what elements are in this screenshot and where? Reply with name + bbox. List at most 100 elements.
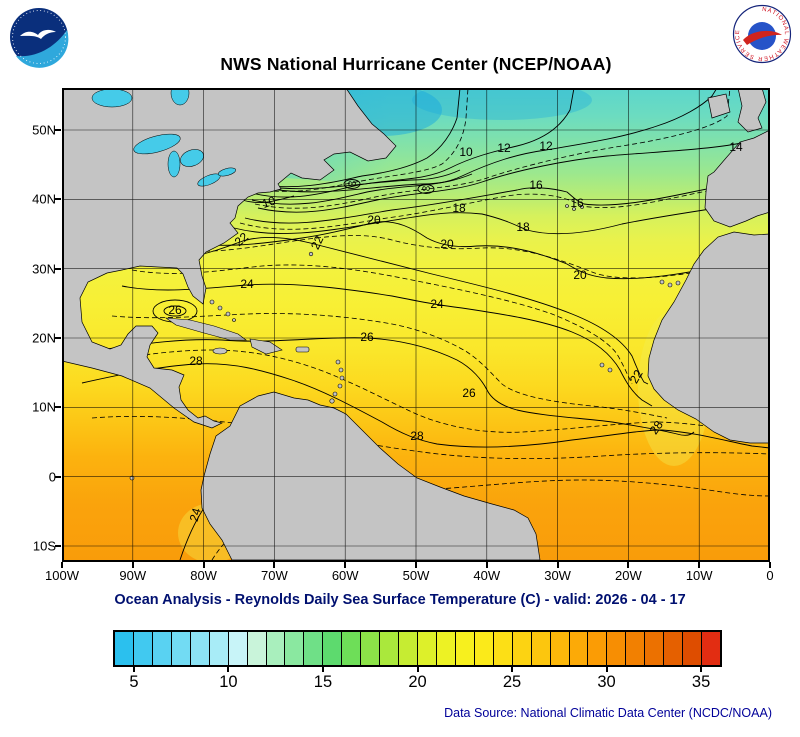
colorbar-cell (607, 632, 627, 665)
nws-logo: NATIONAL WEATHER SERVICE (732, 4, 792, 64)
lat-tick (55, 406, 61, 409)
britain (737, 88, 767, 133)
colorbar-cell (323, 632, 343, 665)
land (62, 88, 770, 561)
data-source: Data Source: National Climatic Data Cent… (444, 706, 772, 720)
lon-label: 60W (331, 568, 359, 583)
map-frame (62, 88, 770, 562)
colorbar-cell (512, 632, 532, 665)
lon-label: 10W (685, 568, 713, 583)
contour-label: 16 (529, 178, 543, 192)
north-america (62, 88, 397, 429)
colorbar-cell (493, 632, 513, 665)
colorbar-cell (171, 632, 191, 665)
colorbar-cell (266, 632, 286, 665)
colorbar-cell (436, 632, 456, 665)
lat-label: 50N (32, 122, 56, 138)
lon-tick (415, 562, 417, 568)
nws-swoosh-icon (743, 30, 782, 45)
colorbar-tick-label: 5 (129, 673, 139, 691)
colorbar-cell (418, 632, 437, 665)
contour-label: 10 (459, 145, 473, 159)
colorbar-cell (152, 632, 172, 665)
lon-label: 20W (615, 568, 642, 583)
lat-label: 30N (32, 261, 56, 277)
hispaniola (249, 338, 283, 355)
contour-label: 26 (462, 386, 476, 400)
lon-tick (769, 562, 771, 568)
colorbar-cell (455, 632, 475, 665)
colorbar-tick (605, 667, 608, 672)
canary-islands (659, 279, 681, 288)
lat-label: 0 (48, 469, 56, 485)
colorbar-tick (511, 667, 514, 672)
colorbar-cell (474, 632, 494, 665)
contour-label: 16 (570, 196, 584, 210)
lon-label: 0 (766, 568, 774, 583)
contour-label: 24 (430, 297, 444, 311)
colorbar-cell (550, 632, 570, 665)
azores (565, 204, 584, 211)
colorbar-cell (285, 632, 305, 665)
colorbar-cell (683, 632, 703, 665)
contour-label: 12 (497, 141, 511, 155)
lat-tick (55, 544, 61, 547)
lon-label: 90W (119, 568, 147, 583)
colorbar-cell (380, 632, 400, 665)
contour-label: 18 (516, 220, 530, 234)
colorbar-tick-label: 30 (597, 673, 616, 691)
contour-label: 24 (187, 506, 204, 523)
colorbar-cell (209, 632, 229, 665)
great-lakes (91, 88, 236, 187)
lat-label: 40N (32, 191, 56, 207)
noaa-logo-sea (16, 30, 69, 68)
contour-label: 22 (308, 233, 326, 251)
colorbar-cell (361, 632, 381, 665)
cuba (164, 317, 247, 341)
caption: Ocean Analysis - Reynolds Daily Sea Surf… (114, 592, 686, 608)
lon-label: 50W (402, 568, 430, 583)
south-america (200, 391, 541, 561)
lon-label: 40W (473, 568, 501, 583)
colorbar-cell (228, 632, 248, 665)
colorbar-cell (588, 632, 608, 665)
lon-tick (61, 562, 63, 568)
contour-label: 22 (627, 367, 646, 386)
noaa-gull-icon (20, 29, 56, 39)
colorbar-cell (190, 632, 210, 665)
cold-blob (412, 88, 592, 120)
contour-label: 20 (440, 237, 454, 251)
bahamas (209, 299, 236, 322)
lon-tick (556, 562, 559, 568)
colorbar-tick-label: 25 (502, 673, 522, 691)
lat-label: 10N (32, 399, 56, 415)
colorbar-cell (115, 632, 134, 665)
noaa-logo (10, 8, 69, 68)
cape-verde (599, 362, 613, 373)
jamaica (212, 347, 228, 355)
lat-tick (55, 336, 61, 339)
iberia-france (704, 129, 770, 228)
contour-label: 28 (410, 429, 424, 443)
lat-tick (55, 267, 61, 270)
colorbar-cell (304, 632, 324, 665)
colorbar-cell (342, 632, 362, 665)
lon-label: 100W (45, 568, 79, 583)
africa (647, 231, 770, 444)
colorbar-cell (399, 632, 418, 665)
contour-label: 24 (240, 277, 254, 291)
graticule (62, 88, 770, 562)
contour-label: 20 (573, 268, 587, 282)
lon-tick (698, 562, 701, 568)
colorbar-tick-label: 35 (691, 673, 711, 691)
lesser-antilles (329, 359, 345, 404)
colorbar-cell (645, 632, 665, 665)
lon-label: 80W (190, 568, 217, 583)
contour-label: 18 (452, 201, 466, 215)
contour-label: 26 (360, 330, 374, 344)
lon-label: 70W (261, 568, 288, 583)
puerto-rico (295, 346, 310, 353)
